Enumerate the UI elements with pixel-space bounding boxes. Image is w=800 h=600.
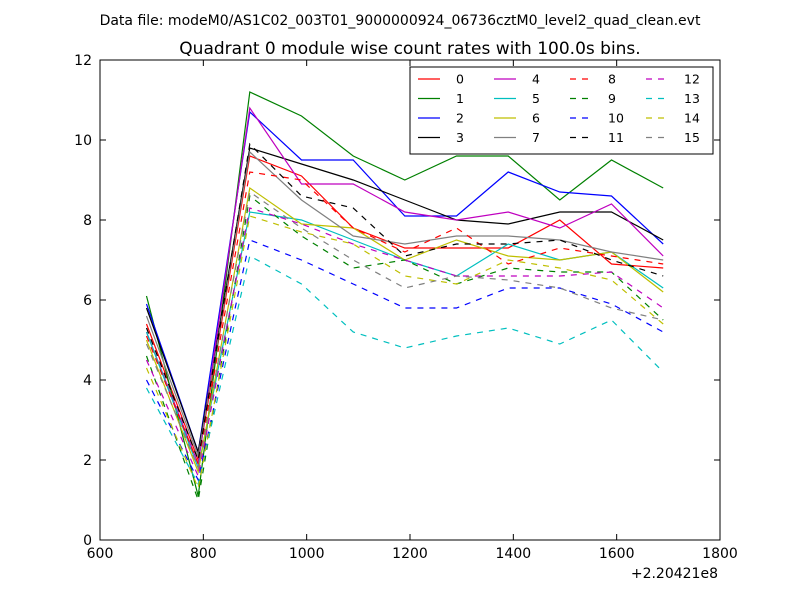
legend-label-10: 10 <box>608 111 624 126</box>
legend-label-5: 5 <box>532 91 540 106</box>
figure-suptitle: Data file: modeM0/AS1C02_003T01_90000009… <box>100 13 701 29</box>
series-line-11 <box>145 142 664 463</box>
chart-title: Quadrant 0 module wise count rates with … <box>179 39 640 59</box>
legend-label-7: 7 <box>532 130 540 145</box>
legend-label-8: 8 <box>608 72 616 87</box>
y-tick-label: 8 <box>83 213 92 229</box>
legend-label-6: 6 <box>532 111 540 126</box>
series-line-13 <box>145 255 664 486</box>
legend-label-11: 11 <box>608 130 624 145</box>
series-line-7 <box>145 150 664 459</box>
x-tick-label: 600 <box>87 546 114 562</box>
legend-label-2: 2 <box>456 111 464 126</box>
series-line-6 <box>145 186 664 475</box>
legend-label-15: 15 <box>684 130 700 145</box>
legend-label-12: 12 <box>684 72 700 87</box>
series-line-10 <box>145 239 664 482</box>
legend-label-4: 4 <box>532 72 540 87</box>
legend-label-3: 3 <box>456 130 464 145</box>
series-line-15 <box>145 190 664 471</box>
y-tick-label: 12 <box>74 53 92 69</box>
x-tick-label: 1000 <box>289 546 325 562</box>
legend-label-9: 9 <box>608 91 616 106</box>
x-tick-label: 1800 <box>702 546 738 562</box>
x-tick-label: 1400 <box>496 546 532 562</box>
legend-label-14: 14 <box>684 111 700 126</box>
legend-label-1: 1 <box>456 91 464 106</box>
y-tick-label: 4 <box>83 373 92 389</box>
series-line-3 <box>145 147 664 455</box>
y-tick-label: 10 <box>74 133 92 149</box>
legend-label-13: 13 <box>684 91 700 106</box>
x-offset-label: +2.20421e8 <box>631 566 718 582</box>
legend-box <box>409 66 714 155</box>
series-line-9 <box>145 194 664 503</box>
legend-label-0: 0 <box>456 72 464 87</box>
plot-frame <box>99 59 721 541</box>
y-tick-label: 6 <box>83 293 92 309</box>
x-tick-label: 1200 <box>392 546 428 562</box>
series-line-4 <box>145 106 664 467</box>
series-lines <box>145 91 664 503</box>
series-line-14 <box>145 215 664 491</box>
x-tick-label: 1600 <box>599 546 635 562</box>
x-tick-label: 800 <box>190 546 217 562</box>
series-line-8 <box>145 171 664 467</box>
y-tick-label: 0 <box>83 533 92 549</box>
y-tick-label: 2 <box>83 453 92 469</box>
series-line-0 <box>145 155 664 463</box>
